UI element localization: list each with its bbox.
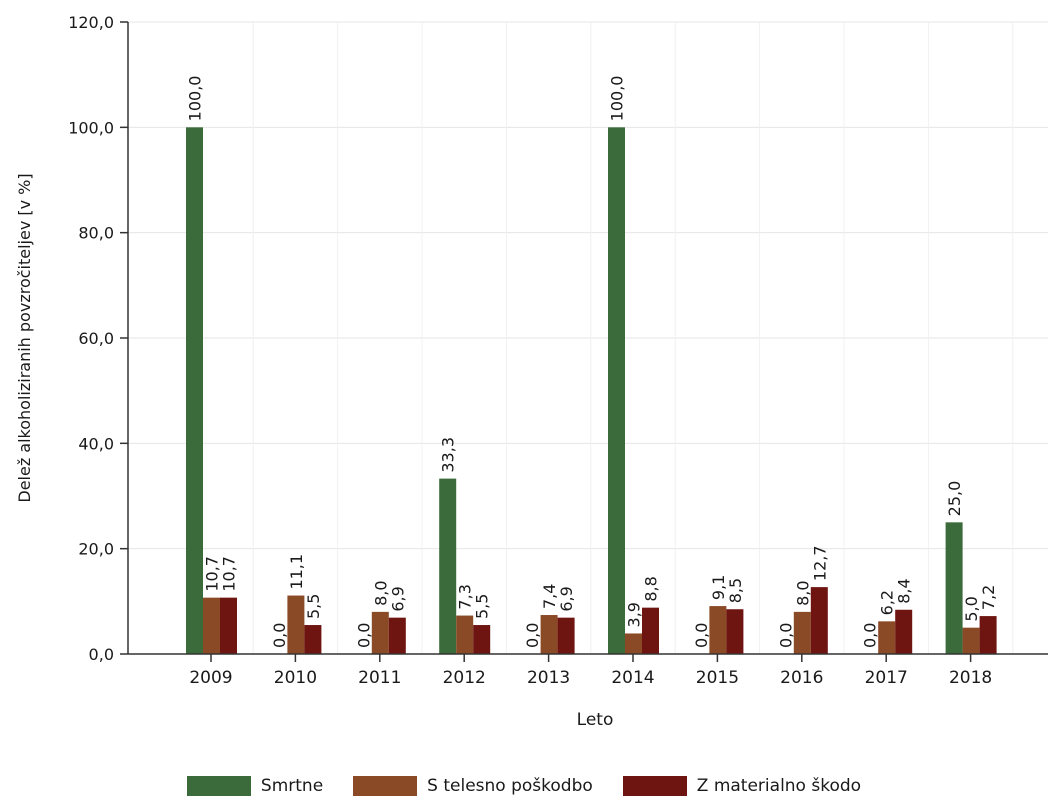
bar-2012-3: [473, 625, 491, 654]
data-label: 8,4: [895, 578, 914, 603]
bar-2009-2: [203, 597, 220, 654]
bar-2013-2: [540, 615, 558, 654]
data-label: 0,0: [270, 623, 289, 648]
y-tick-label: 100,0: [68, 118, 114, 137]
bar-2017-3: [895, 609, 913, 654]
x-tick-label: 2012: [443, 668, 486, 688]
x-tick-label: 2017: [865, 668, 908, 688]
data-label: 3,9: [625, 602, 644, 627]
data-label: 0,0: [692, 623, 711, 648]
x-axis-title: Leto: [577, 710, 614, 730]
bar-2017-2: [878, 621, 896, 654]
x-tick-label: 2009: [189, 668, 232, 688]
data-label: 8,5: [726, 578, 745, 603]
data-label: 33,3: [439, 437, 458, 473]
tick-labels: 0,0 20,0 40,0 60,0 80,0 100,0 120,0 2009 2010 201…: [68, 13, 992, 688]
x-tick-label: 2016: [780, 668, 823, 688]
bar-2010-2: [287, 595, 305, 654]
data-label: 0,0: [523, 623, 542, 648]
legend-label-z-materialno-skodo: Z materialno škodo: [696, 776, 862, 796]
bar-2018-3: [979, 616, 997, 654]
data-label: 6,2: [878, 590, 897, 615]
bar-2015-2: [709, 606, 727, 654]
data-label: 25,0: [945, 481, 964, 517]
bar-2018-1: [945, 522, 963, 654]
x-tick-label: 2014: [611, 668, 654, 688]
bar-chart: 100,010,710,70,011,15,50,08,06,933,37,35…: [15, 13, 1048, 730]
data-label: 9,1: [709, 575, 728, 600]
x-tick-label: 2011: [358, 668, 401, 688]
bar-2013-3: [557, 617, 575, 654]
bar-2010-3: [304, 625, 322, 654]
data-label: 10,7: [203, 556, 222, 592]
data-label: 0,0: [776, 623, 795, 648]
data-label: 8,0: [793, 580, 812, 605]
x-tick-label: 2013: [527, 668, 570, 688]
bar-2018-2: [962, 627, 980, 654]
data-label: 6,9: [388, 586, 407, 611]
y-tick-label: 80,0: [78, 224, 114, 243]
data-label: 6,9: [557, 586, 576, 611]
bar-2014-2: [625, 633, 642, 654]
legend-swatch-smrtne: [186, 776, 251, 796]
legend-label-s-telesno-poskodbo: S telesno poškodbo: [427, 776, 593, 796]
data-label: 7,2: [979, 585, 998, 610]
x-tick-label: 2018: [949, 668, 992, 688]
bar-2015-3: [726, 609, 744, 654]
data-label: 12,7: [810, 545, 829, 581]
legend-item-z-materialno-skodo: Z materialno škodo: [622, 776, 862, 796]
y-tick-label: 0,0: [89, 645, 114, 664]
y-tick-label: 40,0: [78, 434, 114, 453]
data-label: 0,0: [861, 623, 880, 648]
data-label: 100,0: [186, 76, 205, 122]
bar-2012-1: [439, 478, 457, 654]
data-label: 10,7: [220, 556, 239, 592]
y-tick-label: 60,0: [78, 329, 114, 348]
legend-item-smrtne: Smrtne: [186, 776, 324, 796]
legend-swatch-z-materialno-skodo: [622, 776, 687, 796]
data-label: 5,5: [473, 594, 492, 619]
bar-2014-3: [642, 607, 659, 654]
bar-2011-3: [388, 617, 406, 654]
bar-2016-2: [793, 611, 811, 654]
bar-2011-2: [371, 611, 389, 654]
legend-label-smrtne: Smrtne: [260, 776, 324, 796]
legend-swatch-s-telesno-poskodbo: [353, 776, 418, 796]
data-label: 0,0: [354, 623, 373, 648]
gridlines: [128, 21, 1048, 654]
data-label: 7,3: [456, 584, 475, 609]
bar-2009-1: [186, 127, 203, 655]
legend-item-s-telesno-poskodbo: S telesno poškodbo: [353, 776, 593, 796]
bars: [186, 127, 997, 655]
bar-2012-2: [456, 615, 474, 654]
data-label: 11,1: [287, 554, 306, 590]
data-label: 8,8: [642, 576, 661, 601]
bar-2016-3: [810, 587, 828, 654]
x-tick-label: 2015: [696, 668, 739, 688]
data-label: 5,0: [962, 596, 981, 621]
y-tick-label: 120,0: [68, 13, 114, 32]
data-label: 7,4: [540, 584, 559, 609]
bar-2009-3: [220, 597, 237, 654]
legend: Smrtne S telesno poškodbo Z materialno š…: [0, 776, 1048, 796]
y-axis-title: Delež alkoholiziranih povzročiteljev [v …: [15, 173, 34, 502]
data-labels: 100,010,710,70,011,15,50,08,06,933,37,35…: [186, 76, 999, 648]
data-label: 8,0: [371, 580, 390, 605]
data-label: 5,5: [304, 594, 323, 619]
bar-2014-1: [608, 127, 625, 655]
y-tick-label: 20,0: [78, 540, 114, 559]
x-tick-label: 2010: [274, 668, 317, 688]
data-label: 100,0: [608, 76, 627, 122]
